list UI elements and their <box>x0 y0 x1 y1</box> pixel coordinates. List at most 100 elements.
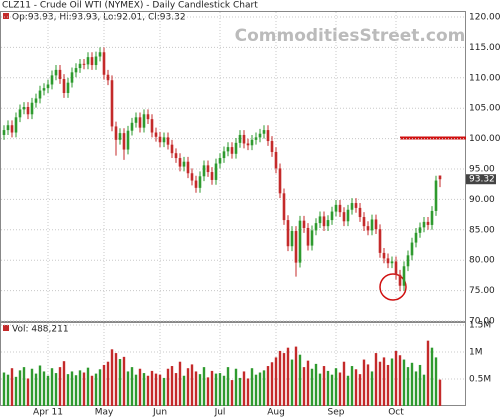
legend-swatch <box>3 13 9 19</box>
volume-bar <box>30 368 34 406</box>
candle-body <box>346 209 350 222</box>
volume-bar <box>310 368 314 406</box>
volume-bar <box>10 368 14 406</box>
price-tag: 93.32 <box>469 175 495 185</box>
volume-bar <box>70 371 74 406</box>
volume-bar <box>422 374 426 406</box>
candle-body <box>38 90 42 99</box>
volume-bar <box>290 359 294 406</box>
y-tick-label: 110.00 <box>469 73 500 83</box>
volume-bar <box>166 368 170 406</box>
y-tick-label: 1M <box>469 348 483 358</box>
candle-body <box>274 151 278 169</box>
volume-bar <box>138 368 142 406</box>
volume-bar <box>334 368 338 406</box>
candle-body <box>438 175 442 180</box>
volume-bar <box>434 357 438 406</box>
volume-bar <box>206 377 210 406</box>
candle-body <box>406 255 410 267</box>
volume-bar <box>150 370 154 406</box>
volume-bar <box>382 357 386 406</box>
candle-body <box>34 98 38 103</box>
candle-body <box>218 158 222 164</box>
candle-body <box>18 109 22 118</box>
x-tick-label: Aug <box>267 408 285 418</box>
candle-body <box>290 231 294 247</box>
volume-bar <box>226 367 230 406</box>
volume-bar <box>338 372 342 406</box>
candle-body <box>134 117 138 123</box>
volume-bar <box>346 375 350 406</box>
candle-body <box>54 69 58 76</box>
candle-body <box>318 216 322 224</box>
candle-body <box>62 79 66 93</box>
candle-body <box>390 261 394 264</box>
candle-body <box>258 133 262 138</box>
volume-bar <box>402 359 406 406</box>
candle-body <box>126 130 130 150</box>
candle-body <box>410 242 414 256</box>
candle-body <box>250 139 254 146</box>
candle-body <box>282 193 286 221</box>
volume-bar <box>114 353 118 406</box>
volume-bar <box>306 360 310 406</box>
candle-body <box>130 122 134 131</box>
candle-body <box>354 203 358 208</box>
volume-bar <box>282 353 286 406</box>
volume-bar <box>78 370 82 406</box>
candle-body <box>46 84 50 89</box>
y-tick-label: 70.00 <box>469 317 495 327</box>
volume-bar <box>178 361 182 406</box>
volume-bar <box>410 362 414 406</box>
volume-bar <box>378 361 382 406</box>
x-tick-label: May <box>95 408 114 418</box>
volume-bar <box>94 373 98 406</box>
candle-body <box>378 229 382 253</box>
volume-bar <box>218 373 222 406</box>
volume-bar <box>214 373 218 406</box>
volume-bar <box>258 372 262 406</box>
volume-bar <box>58 367 62 406</box>
candle-body <box>86 57 90 65</box>
candle-body <box>50 75 54 85</box>
y-tick-label: 100.00 <box>469 134 500 144</box>
volume-bar <box>66 374 70 406</box>
plot: 70.00 75.00 80.00 85.00 90.00 95.00 100.00 105.… <box>1 12 500 418</box>
candle-body <box>358 207 362 218</box>
candle-body <box>138 117 142 128</box>
volume-bar <box>6 374 10 406</box>
candle-body <box>338 204 342 213</box>
candle-body <box>78 63 82 69</box>
candle-body <box>166 137 170 145</box>
volume-bar <box>262 370 266 406</box>
volume-bar <box>222 375 226 406</box>
volume-bar <box>230 380 234 406</box>
candle-body <box>66 82 70 93</box>
candle-body <box>182 161 186 167</box>
volume-bar <box>62 361 66 406</box>
candle-body <box>294 231 298 263</box>
chart-title: CLZ11 - Crude Oil WTI (NYMEX) - Daily Ca… <box>2 1 258 11</box>
candle-body <box>186 161 190 174</box>
candle-body <box>2 130 6 135</box>
candle-body <box>418 227 422 233</box>
volume-bar <box>174 373 178 406</box>
volume-bar <box>130 367 134 406</box>
volume-bar <box>38 365 42 406</box>
candle-body <box>202 165 206 177</box>
x-tick-label: Jul <box>214 408 226 418</box>
candle-body <box>402 266 406 286</box>
volume-bar <box>234 368 238 406</box>
volume-bar <box>238 377 242 406</box>
volume-bar <box>274 357 278 406</box>
volume-bar <box>322 366 326 406</box>
candle-body <box>254 137 258 140</box>
volume-bar <box>82 372 86 406</box>
candle-body <box>238 134 242 143</box>
watermark: CommoditiesStreet.com <box>235 26 466 46</box>
candle-body <box>430 210 434 225</box>
candle-body <box>6 125 10 131</box>
candle-body <box>262 130 266 134</box>
volume-bar <box>198 374 202 406</box>
candle-body <box>178 158 182 167</box>
